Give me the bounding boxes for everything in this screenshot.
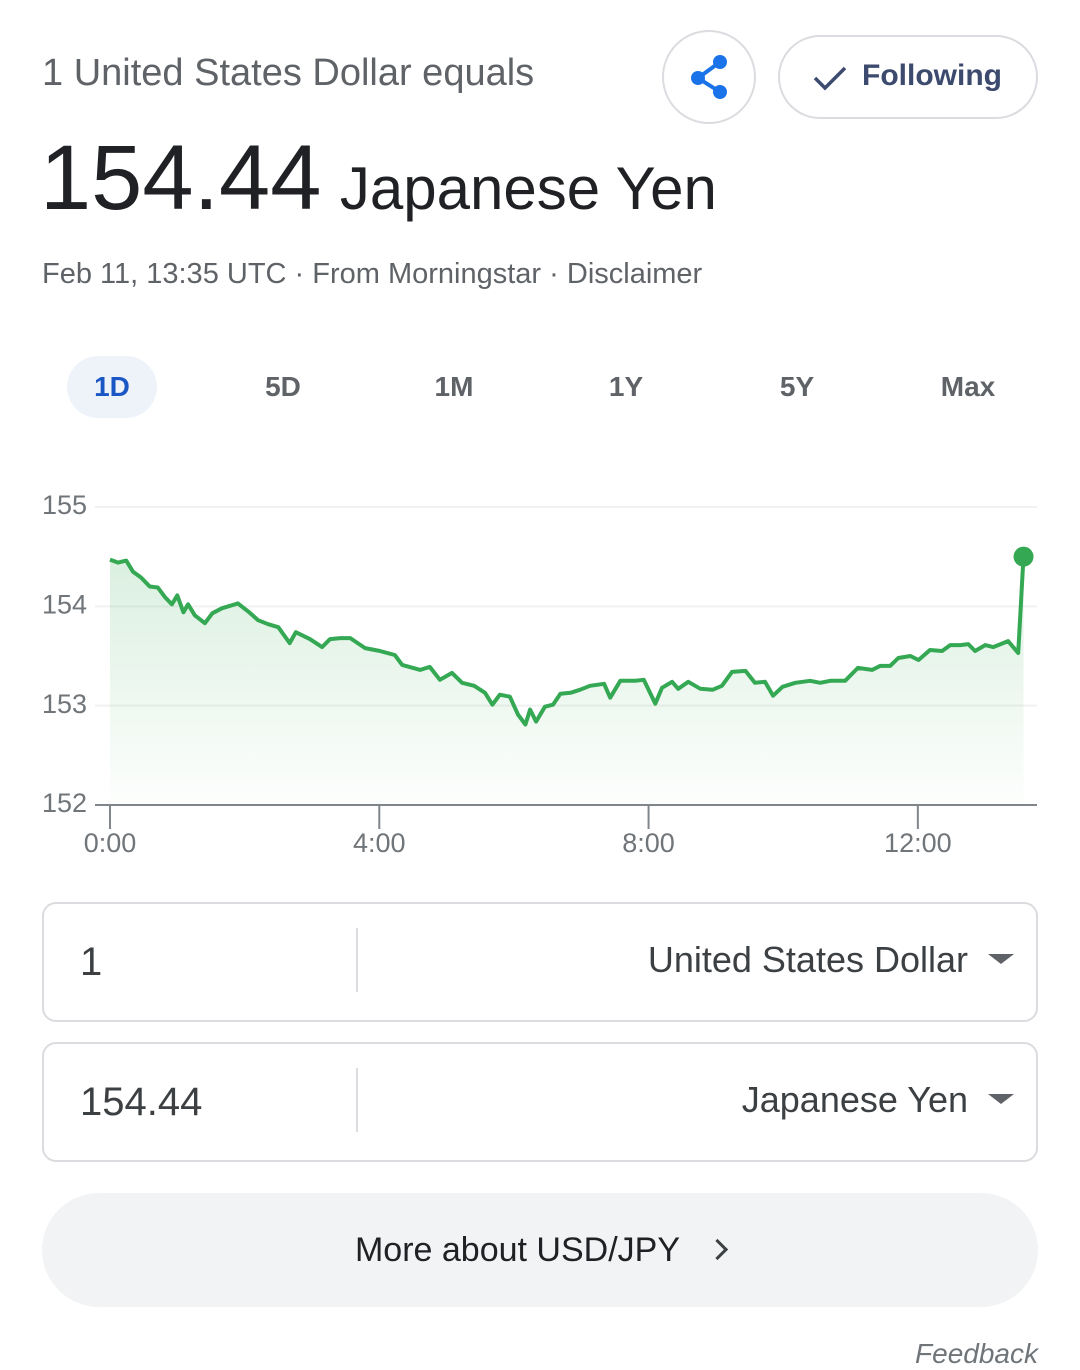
tab[interactable]: 1M	[434, 371, 474, 402]
last-point	[1013, 546, 1034, 567]
amount-input[interactable]: 154.44	[80, 1080, 203, 1124]
tab[interactable]: 5D	[265, 371, 301, 402]
more-button[interactable]: More about USD/JPY	[42, 1193, 1038, 1307]
converter-from[interactable]: 1 United States Dollar	[42, 902, 1038, 1022]
amount-input[interactable]: 1	[80, 940, 103, 984]
x-tick-label: 0:00	[84, 828, 137, 858]
follow-label: Following	[862, 59, 1002, 92]
timestamp: Feb 11, 13:35 UTC	[42, 258, 287, 290]
rate-unit: Japanese Yen	[339, 155, 717, 222]
x-tick-label: 8:00	[622, 828, 675, 858]
y-tick-label: 152	[42, 788, 87, 818]
rate-value: 154.44	[40, 127, 322, 229]
tab[interactable]: Max	[940, 371, 996, 402]
y-tick-label: 155	[42, 490, 87, 520]
source: From Morningstar	[312, 258, 542, 290]
feedback-link[interactable]: Feedback	[915, 1338, 1038, 1369]
share-button[interactable]	[662, 30, 756, 124]
y-tick-label: 154	[42, 589, 87, 619]
x-tick-label: 12:00	[884, 828, 952, 858]
disclaimer-link[interactable]: Disclaimer	[566, 258, 703, 290]
subtitle: 1 United States Dollar equals	[42, 52, 535, 94]
currency-select[interactable]: United States Dollar	[647, 939, 968, 980]
x-tick-label: 4:00	[353, 828, 406, 858]
share-icon	[691, 55, 727, 99]
tab[interactable]: 1Y	[608, 371, 644, 402]
rate: 154.44 Japanese Yen	[40, 126, 717, 231]
area	[110, 556, 1024, 805]
follow-button[interactable]: Following	[778, 35, 1038, 119]
converter-to[interactable]: 154.44 Japanese Yen	[42, 1042, 1038, 1162]
y-tick-label: 153	[42, 689, 87, 719]
check-icon	[813, 66, 847, 91]
price-line	[109, 556, 1026, 727]
tab-active[interactable]: 1D	[67, 356, 157, 418]
currency-select[interactable]: Japanese Yen	[741, 1079, 968, 1120]
tab[interactable]: 5Y	[779, 371, 815, 402]
chart: 152 153 154 155 0:00 4:00 8:00 12:00	[42, 490, 1037, 858]
more-label: More about USD/JPY	[354, 1231, 681, 1269]
meta: Feb 11, 13:35 UTC · From Morningstar · D…	[42, 258, 703, 290]
